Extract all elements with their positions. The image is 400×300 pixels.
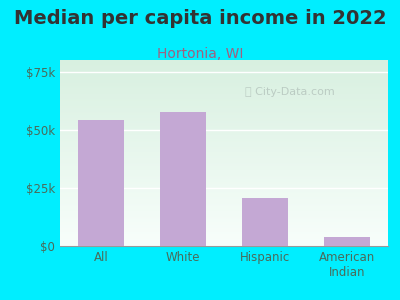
Text: Hortonia, WI: Hortonia, WI: [157, 46, 243, 61]
Bar: [324, 237, 370, 246]
Bar: [160, 112, 206, 246]
Bar: [242, 198, 288, 246]
Text: Median per capita income in 2022: Median per capita income in 2022: [14, 9, 386, 28]
Text: ⓘ City-Data.com: ⓘ City-Data.com: [245, 87, 334, 97]
Bar: [78, 120, 124, 246]
